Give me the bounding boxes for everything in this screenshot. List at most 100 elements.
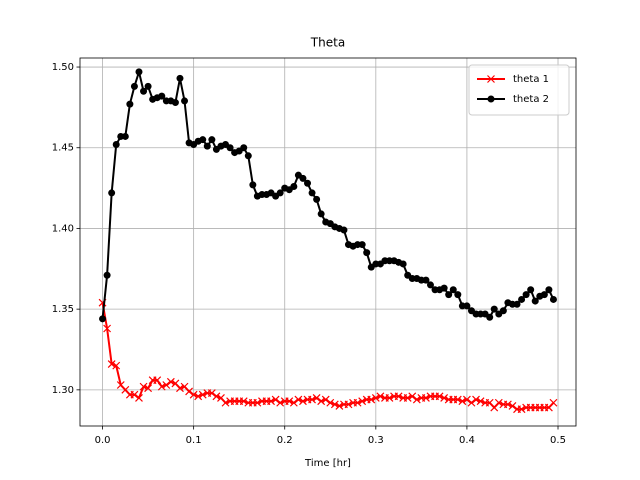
- marker: [271, 395, 280, 404]
- legend-label: theta 1: [513, 74, 549, 85]
- marker: [549, 398, 558, 407]
- y-tick-label: 1.45: [52, 143, 74, 154]
- marker: [240, 144, 248, 152]
- x-tick-label: 0.4: [459, 435, 475, 446]
- marker: [226, 144, 234, 152]
- marker: [198, 390, 207, 399]
- marker: [135, 393, 143, 402]
- marker: [522, 291, 530, 299]
- marker: [308, 189, 316, 197]
- legend-marker: [487, 95, 495, 103]
- marker: [312, 393, 321, 402]
- marker: [299, 174, 307, 182]
- marker: [157, 382, 166, 391]
- marker: [463, 302, 471, 310]
- marker: [285, 397, 294, 406]
- y-tick-label: 1.35: [52, 304, 74, 315]
- marker: [549, 295, 557, 303]
- marker: [399, 260, 407, 268]
- marker: [289, 398, 298, 407]
- marker: [449, 286, 457, 294]
- marker: [440, 284, 448, 292]
- x-tick-label: 0.0: [95, 435, 111, 446]
- marker: [212, 392, 221, 401]
- marker: [153, 376, 162, 385]
- marker: [294, 395, 303, 404]
- marker: [181, 97, 189, 105]
- marker: [267, 397, 275, 406]
- marker: [130, 390, 139, 399]
- marker: [239, 397, 248, 406]
- marker: [199, 136, 207, 144]
- marker: [112, 361, 121, 370]
- marker: [467, 398, 476, 407]
- marker: [422, 393, 430, 402]
- marker: [317, 397, 326, 406]
- marker: [326, 398, 335, 407]
- x-tick-label: 0.5: [550, 435, 566, 446]
- marker: [304, 179, 312, 187]
- marker: [144, 82, 152, 90]
- y-tick-label: 1.30: [52, 385, 74, 396]
- marker: [317, 210, 325, 218]
- legend-box: [468, 64, 570, 116]
- marker: [358, 397, 367, 406]
- marker: [108, 189, 116, 197]
- marker: [371, 393, 380, 402]
- marker: [435, 392, 444, 401]
- plot-frame: [79, 57, 577, 427]
- marker: [517, 405, 526, 414]
- legend-marker: [487, 75, 495, 83]
- marker: [358, 241, 366, 249]
- marker: [176, 74, 184, 82]
- marker: [476, 397, 485, 406]
- marker: [462, 395, 471, 404]
- marker: [290, 182, 298, 190]
- marker: [299, 397, 307, 406]
- legend: theta 1 theta 2: [468, 64, 570, 116]
- marker: [244, 152, 252, 160]
- marker: [363, 249, 371, 257]
- marker: [99, 315, 107, 323]
- marker: [276, 189, 284, 197]
- marker: [453, 395, 462, 404]
- marker: [545, 286, 553, 294]
- marker: [340, 226, 348, 234]
- marker: [440, 393, 449, 402]
- marker: [176, 384, 184, 393]
- legend-label: theta 2: [513, 94, 549, 105]
- marker: [158, 92, 166, 100]
- marker: [412, 395, 421, 404]
- marker: [499, 307, 507, 315]
- marker: [321, 395, 330, 404]
- x-tick-label: 0.3: [368, 435, 384, 446]
- marker: [344, 400, 353, 409]
- marker: [518, 295, 526, 303]
- marker: [208, 136, 216, 144]
- marker: [503, 400, 512, 409]
- marker: [531, 297, 539, 305]
- marker: [189, 390, 198, 399]
- marker: [403, 393, 412, 402]
- marker: [194, 392, 203, 401]
- marker: [221, 398, 230, 407]
- marker: [313, 195, 321, 203]
- chart-title: Theta: [310, 36, 345, 50]
- marker: [422, 276, 430, 284]
- marker: [330, 400, 339, 409]
- marker: [144, 384, 153, 393]
- x-axis-label: Time [hr]: [304, 458, 351, 469]
- marker: [335, 402, 344, 410]
- marker: [376, 392, 385, 401]
- marker: [408, 392, 417, 401]
- marker: [121, 132, 129, 140]
- marker: [486, 313, 494, 321]
- marker: [353, 398, 362, 407]
- y-tick-label: 1.40: [52, 223, 74, 234]
- marker: [508, 402, 517, 410]
- marker: [166, 377, 175, 386]
- marker: [527, 286, 535, 294]
- marker: [308, 395, 316, 404]
- marker: [540, 291, 548, 299]
